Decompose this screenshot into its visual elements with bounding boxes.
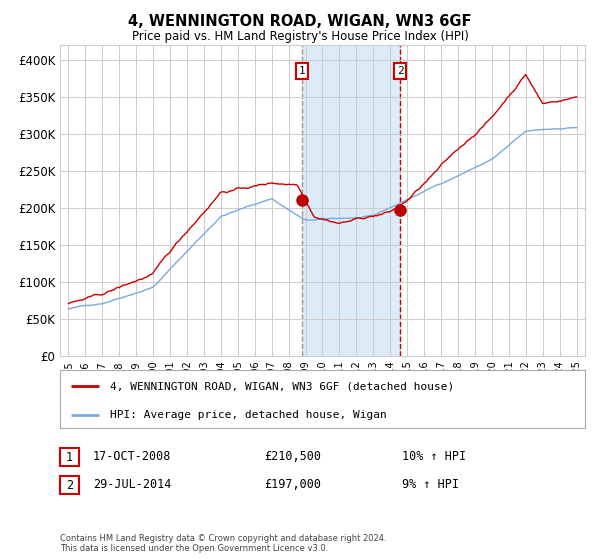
Text: 10% ↑ HPI: 10% ↑ HPI	[402, 450, 466, 463]
Text: 9% ↑ HPI: 9% ↑ HPI	[402, 478, 459, 491]
Text: 2: 2	[66, 479, 73, 492]
Text: 4, WENNINGTON ROAD, WIGAN, WN3 6GF (detached house): 4, WENNINGTON ROAD, WIGAN, WN3 6GF (deta…	[110, 381, 454, 391]
Text: HPI: Average price, detached house, Wigan: HPI: Average price, detached house, Wiga…	[110, 410, 386, 421]
Text: Price paid vs. HM Land Registry's House Price Index (HPI): Price paid vs. HM Land Registry's House …	[131, 30, 469, 43]
Text: 2: 2	[397, 66, 403, 76]
Text: Contains HM Land Registry data © Crown copyright and database right 2024.
This d: Contains HM Land Registry data © Crown c…	[60, 534, 386, 553]
Text: 17-OCT-2008: 17-OCT-2008	[93, 450, 172, 463]
Text: 29-JUL-2014: 29-JUL-2014	[93, 478, 172, 491]
Text: £197,000: £197,000	[264, 478, 321, 491]
Text: 4, WENNINGTON ROAD, WIGAN, WN3 6GF: 4, WENNINGTON ROAD, WIGAN, WN3 6GF	[128, 14, 472, 29]
Bar	[302, 45, 400, 356]
Text: 1: 1	[66, 451, 73, 464]
Text: £210,500: £210,500	[264, 450, 321, 463]
Text: 1: 1	[299, 66, 305, 76]
